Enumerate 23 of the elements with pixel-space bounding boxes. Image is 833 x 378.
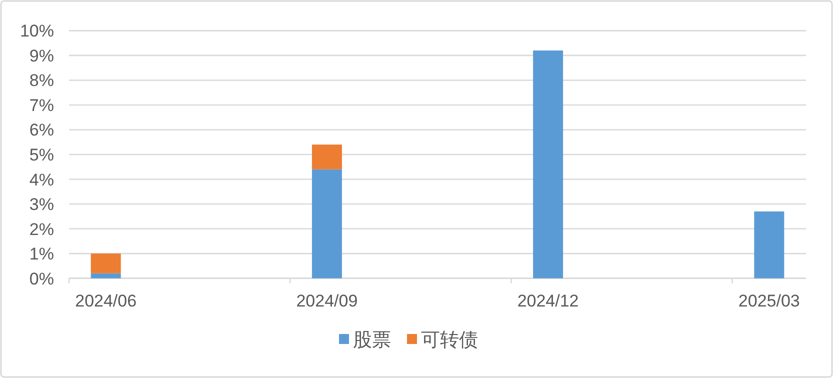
y-tick-label: 1% xyxy=(29,244,54,264)
bar xyxy=(90,254,121,274)
y-tick-label: 6% xyxy=(29,120,54,140)
y-tick-label: 8% xyxy=(29,71,54,90)
x-tick-label: 2024/12 xyxy=(517,291,579,310)
bar xyxy=(533,50,564,278)
y-tick-label: 5% xyxy=(29,146,54,164)
y-tick-label: 0% xyxy=(29,269,54,288)
y-tick-label: 2% xyxy=(29,220,54,239)
bar xyxy=(90,273,121,278)
y-tick-label: 9% xyxy=(29,46,54,66)
legend-label: 股票 xyxy=(353,330,391,351)
bar xyxy=(312,169,342,278)
y-tick-label: 10% xyxy=(20,22,54,41)
bar xyxy=(754,211,784,278)
y-tick-label: 3% xyxy=(29,195,54,214)
bar xyxy=(312,144,342,170)
x-tick-label: 2024/06 xyxy=(75,291,137,310)
legend-label: 可转债 xyxy=(421,330,478,351)
x-tick-label: 2025/03 xyxy=(738,291,800,310)
y-tick-label: 7% xyxy=(29,96,54,115)
y-tick-label: 4% xyxy=(29,170,54,190)
x-tick-label: 2024/09 xyxy=(296,291,358,310)
